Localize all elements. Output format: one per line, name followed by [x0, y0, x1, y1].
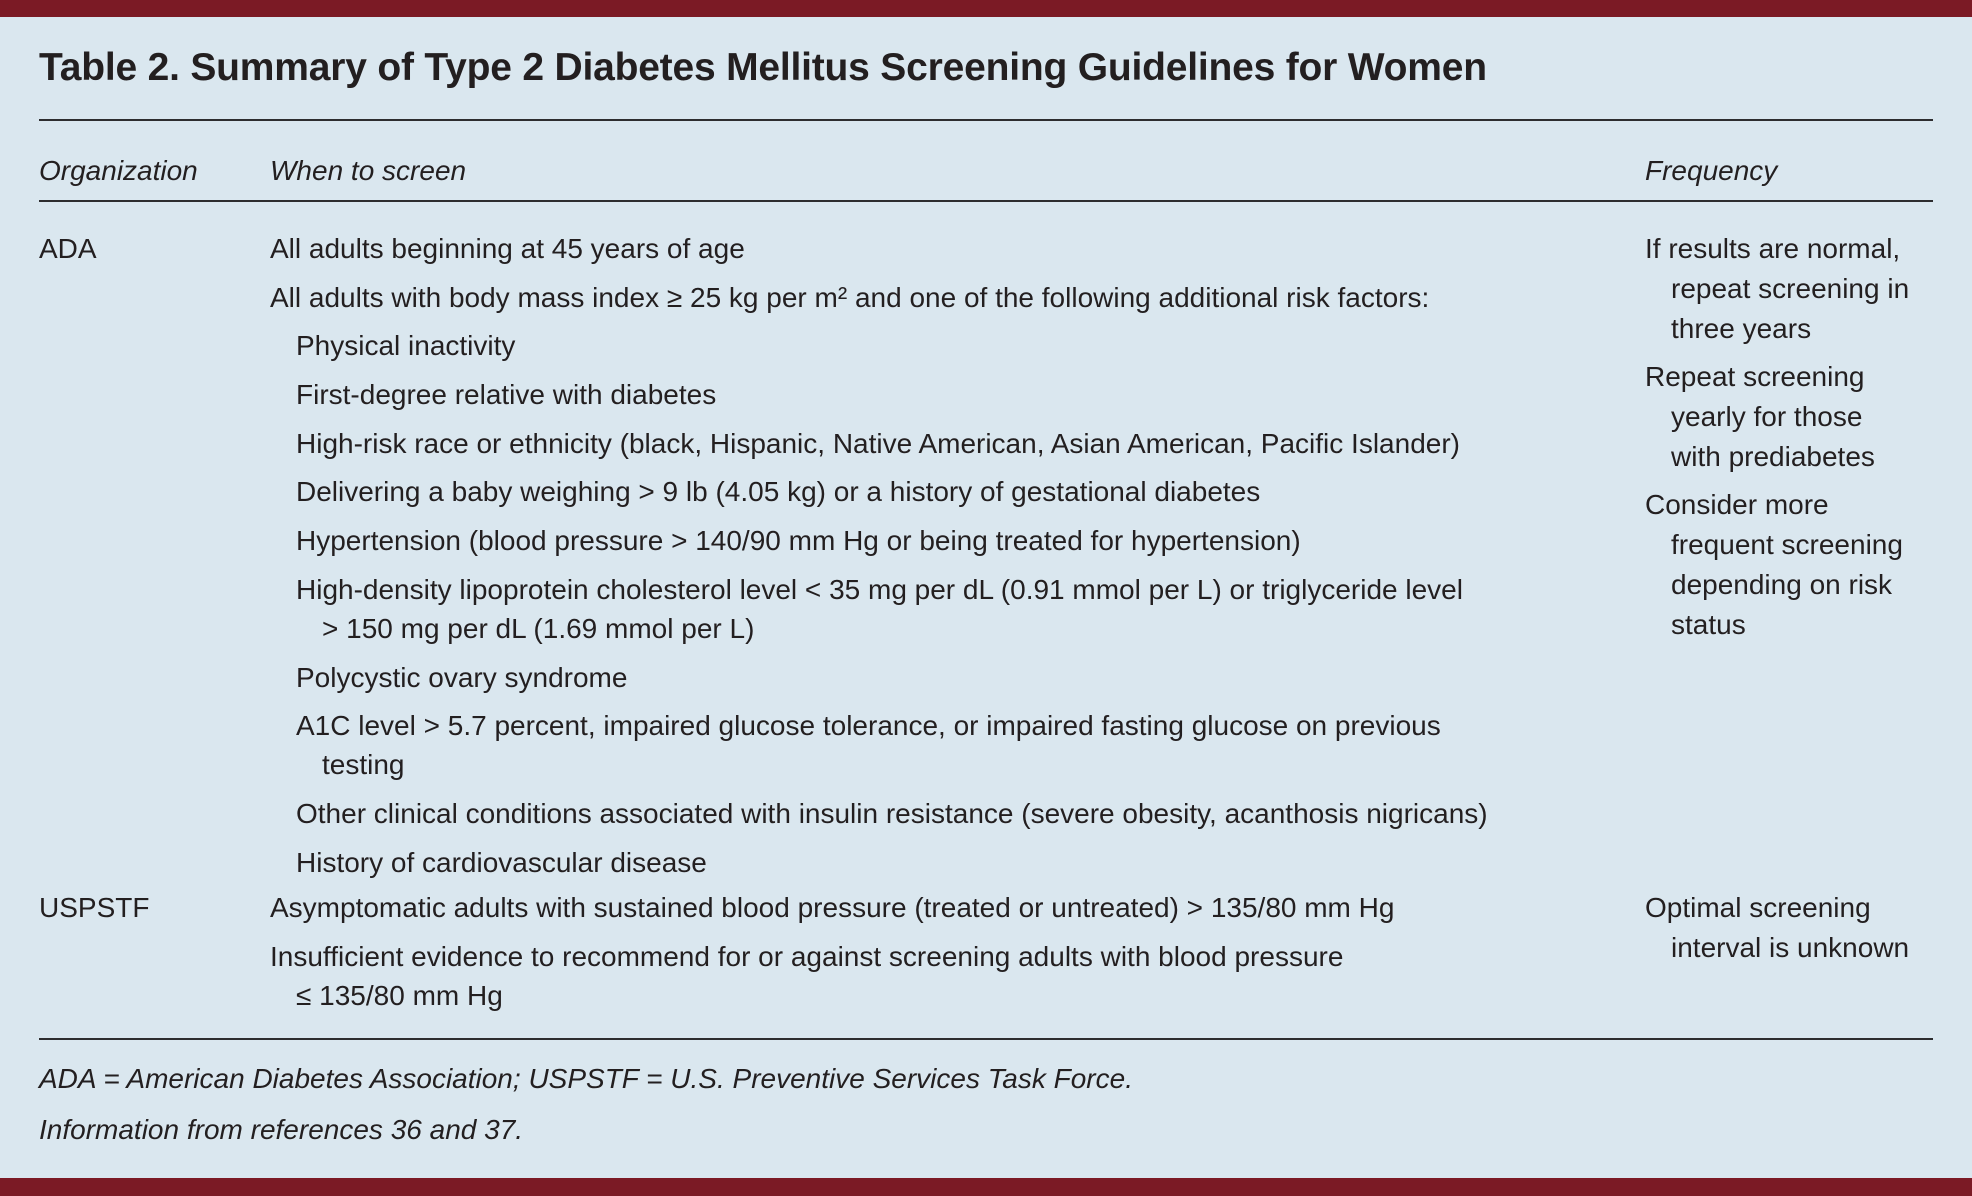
criterion-item: Insufficient evidence to recommend for o… [270, 937, 1394, 1015]
when-to-screen-cell: All adults beginning at 45 years of age A… [270, 229, 1488, 891]
column-header-organization: Organization [39, 155, 198, 186]
criterion-item: High-density lipoprotein cholesterol lev… [270, 570, 1488, 648]
criterion-line: Asymptomatic adults with sustained blood… [270, 892, 1395, 923]
criterion-line: > 150 mg per dL (1.69 mmol per L) [322, 612, 755, 644]
criterion-item: Hypertension (blood pressure > 140/90 mm… [270, 521, 1488, 560]
criterion-item: A1C level > 5.7 percent, impaired glucos… [270, 706, 1488, 784]
criterion-line: Physical inactivity [296, 330, 516, 362]
organization-cell: ADA [39, 233, 97, 264]
column-header-frequency: Frequency [1645, 155, 1778, 186]
organization-cell: USPSTF [39, 892, 150, 923]
frequency-cell: If results are normal, repeat screening i… [1645, 229, 1909, 653]
top-accent-bar [0, 0, 1972, 17]
frequency-line: with prediabetes [1671, 441, 1875, 472]
frequency-line: repeat screening in [1671, 273, 1910, 304]
criterion-line: Insufficient evidence to recommend for o… [270, 940, 1344, 972]
criterion-line: First-degree relative with diabetes [296, 379, 717, 411]
frequency-line: Optimal screening [1645, 892, 1871, 923]
criterion-line: All adults beginning at 45 years of age [270, 233, 745, 264]
frequency-line: three years [1671, 313, 1812, 344]
frequency-line: If results are normal, [1645, 233, 1901, 264]
frequency-line: interval is unknown [1671, 932, 1910, 963]
criterion-line: A1C level > 5.7 percent, impaired glucos… [296, 710, 1441, 742]
title-rule [39, 119, 1933, 121]
criterion-line: ≤ 135/80 mm Hg [296, 979, 503, 1011]
frequency-line: Consider more [1645, 489, 1829, 520]
criterion-line: All adults with body mass index ≥ 25 kg … [270, 281, 1430, 313]
criterion-item: History of cardiovascular disease [270, 843, 1488, 882]
criterion-line: History of cardiovascular disease [296, 846, 707, 878]
criterion-item: Polycystic ovary syndrome [270, 658, 1488, 697]
frequency-cell: Optimal screening interval is unknown [1645, 888, 1909, 976]
frequency-line: Repeat screening [1645, 361, 1865, 392]
table-title: Table 2. Summary of Type 2 Diabetes Mell… [39, 46, 1487, 89]
frequency-item: Repeat screening yearly for those with pre… [1645, 357, 1909, 477]
criterion-item: Physical inactivity [270, 326, 1488, 365]
criterion-line: High-density lipoprotein cholesterol lev… [296, 573, 1463, 605]
footnote-references: Information from references 36 and 37. [39, 1114, 524, 1145]
criterion-item: Delivering a baby weighing > 9 lb (4.05 … [270, 472, 1488, 511]
frequency-line: depending on risk [1671, 569, 1893, 600]
criterion-item: All adults with body mass index ≥ 25 kg … [270, 278, 1488, 317]
frequency-line: yearly for those [1671, 401, 1863, 432]
bottom-rule [39, 1038, 1933, 1040]
criterion-item: All adults beginning at 45 years of age [270, 229, 1488, 268]
frequency-line: status [1671, 609, 1746, 640]
footnote-abbreviations: ADA = American Diabetes Association; USP… [39, 1063, 1133, 1094]
frequency-item: Consider more frequent screening depending… [1645, 485, 1909, 645]
criterion-item: First-degree relative with diabetes [270, 375, 1488, 414]
criterion-line: Other clinical conditions associated wit… [296, 797, 1488, 829]
frequency-line: frequent screening [1671, 529, 1903, 560]
column-header-when-to-screen: When to screen [270, 155, 467, 186]
criterion-line: Polycystic ovary syndrome [296, 661, 628, 693]
criterion-item: Other clinical conditions associated wit… [270, 794, 1488, 833]
when-to-screen-cell: Asymptomatic adults with sustained blood… [270, 888, 1394, 1024]
bottom-accent-bar [0, 1178, 1972, 1196]
header-rule [39, 200, 1933, 202]
criterion-line: High-risk race or ethnicity (black, Hisp… [296, 427, 1460, 459]
criterion-line: Hypertension (blood pressure > 140/90 mm… [296, 525, 1301, 557]
criterion-item: Asymptomatic adults with sustained blood… [270, 888, 1394, 927]
criterion-line: Delivering a baby weighing > 9 lb (4.05 … [296, 476, 1261, 508]
frequency-item: Optimal screening interval is unknown [1645, 888, 1909, 968]
criterion-line: testing [322, 749, 405, 781]
frequency-item: If results are normal, repeat screening i… [1645, 229, 1909, 349]
criterion-item: High-risk race or ethnicity (black, Hisp… [270, 424, 1488, 463]
